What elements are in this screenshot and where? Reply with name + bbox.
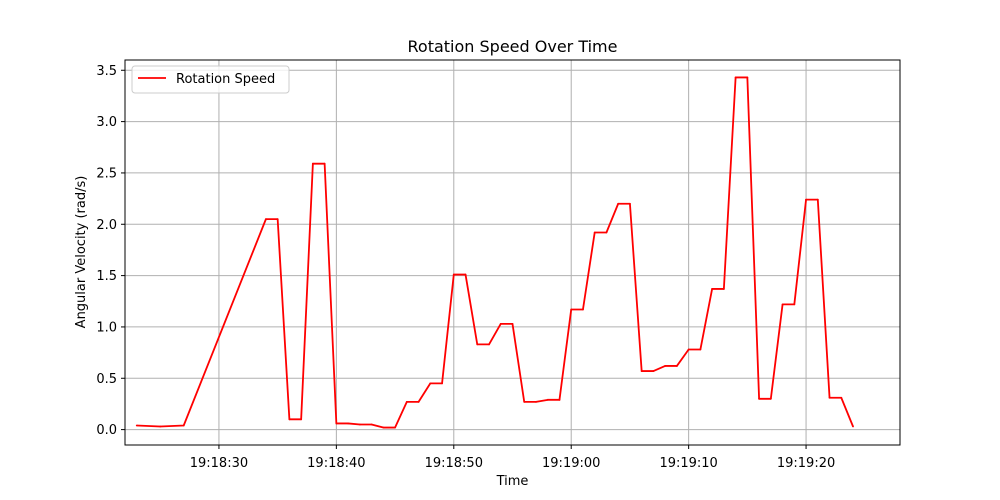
- data-point: [159, 425, 162, 428]
- data-point: [511, 322, 514, 325]
- data-point: [394, 426, 396, 429]
- data-point: [816, 198, 819, 201]
- x-tick-label: 19:18:50: [425, 456, 483, 471]
- y-tick-label: 2.0: [96, 218, 117, 233]
- legend: Rotation Speed: [131, 65, 290, 94]
- x-tick-label: 19:18:40: [307, 456, 365, 471]
- data-point: [488, 343, 490, 346]
- data-point: [629, 202, 631, 205]
- data-point: [417, 400, 420, 403]
- plot-frame: [124, 59, 901, 446]
- data-point: [335, 422, 338, 425]
- grid: [125, 60, 900, 445]
- data-point: [288, 418, 291, 421]
- data-point: [687, 348, 690, 351]
- data-point: [711, 288, 714, 290]
- data-point: [499, 322, 502, 325]
- data-point: [593, 231, 596, 234]
- x-axis-label: Time: [496, 474, 529, 489]
- data-point: [617, 202, 620, 205]
- data-point: [793, 303, 796, 306]
- series-line: [136, 76, 854, 429]
- data-point: [182, 424, 185, 427]
- data-point: [769, 397, 772, 400]
- legend-box: [131, 65, 290, 94]
- x-tick-label: 19:19:00: [542, 456, 600, 471]
- legend-label: Rotation Speed: [176, 72, 275, 87]
- data-point: [523, 400, 526, 403]
- data-point: [476, 343, 479, 346]
- data-point: [852, 425, 854, 428]
- data-point: [570, 308, 573, 311]
- data-point: [664, 365, 667, 367]
- data-point: [300, 418, 303, 421]
- y-tick-label: 0.0: [96, 423, 117, 438]
- data-point: [347, 422, 350, 425]
- data-point: [452, 273, 455, 276]
- data-point: [441, 382, 443, 385]
- y-axis-label: Angular Velocity (rad/s): [74, 176, 89, 329]
- y-tick-label: 1.0: [96, 320, 117, 335]
- data-point: [464, 273, 467, 276]
- data-point: [781, 303, 784, 306]
- x-tick-label: 19:19:20: [777, 456, 835, 471]
- data-point: [382, 426, 385, 429]
- data-point: [546, 398, 549, 401]
- series-layer: [135, 76, 854, 429]
- data-point: [370, 423, 373, 426]
- y-tick-label: 0.5: [96, 372, 117, 387]
- data-point: [276, 218, 279, 221]
- chart-title: Rotation Speed Over Time: [408, 37, 618, 56]
- data-point: [734, 76, 737, 79]
- data-point: [722, 288, 725, 290]
- data-point: [311, 162, 314, 165]
- data-point: [758, 397, 760, 400]
- data-point: [535, 400, 537, 403]
- data-point: [265, 218, 267, 221]
- data-point: [358, 423, 361, 426]
- data-point: [605, 231, 608, 234]
- y-tick-label: 3.5: [96, 64, 117, 79]
- ticks: 19:18:30 19:18:40 19:18:50 19:19:00 19:19:10…: [96, 64, 835, 471]
- data-point: [805, 198, 807, 201]
- data-point: [323, 162, 326, 165]
- data-point: [840, 396, 843, 399]
- data-point: [828, 396, 831, 399]
- data-point: [652, 370, 655, 372]
- y-tick-label: 1.5: [96, 269, 117, 284]
- data-point: [640, 370, 643, 372]
- data-point: [699, 348, 702, 351]
- data-point: [135, 424, 138, 427]
- data-point: [582, 308, 584, 311]
- x-tick-label: 19:19:10: [659, 456, 717, 471]
- plot-area: [125, 60, 900, 445]
- y-tick-label: 2.5: [96, 166, 117, 181]
- data-point: [558, 398, 561, 401]
- data-point: [746, 76, 749, 79]
- data-point: [429, 382, 432, 385]
- data-point: [405, 400, 408, 403]
- x-tick-label: 19:18:30: [190, 456, 248, 471]
- y-tick-label: 3.0: [96, 115, 117, 130]
- data-point: [675, 365, 678, 367]
